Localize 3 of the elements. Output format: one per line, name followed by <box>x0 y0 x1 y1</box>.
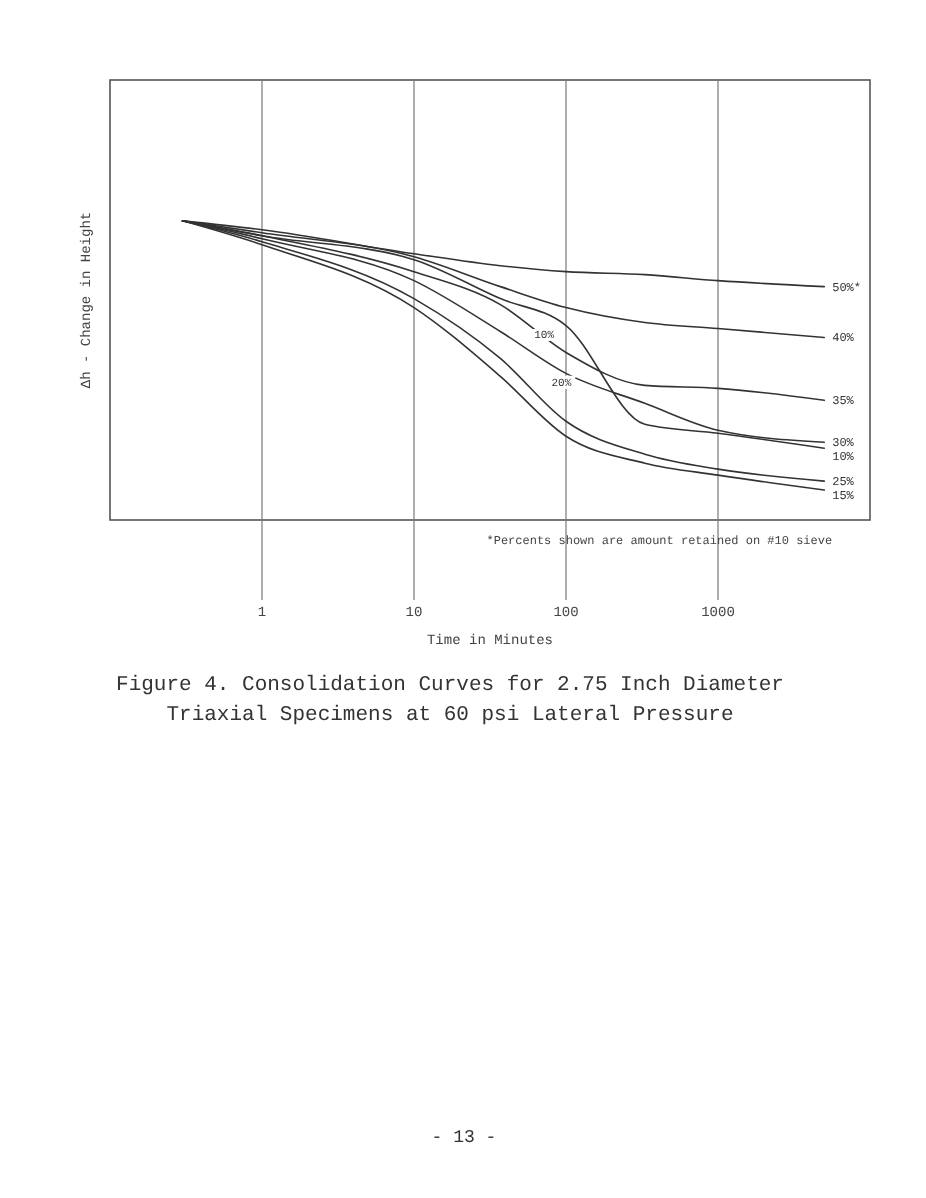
text: Figure 4. Consolidation Curves for 2.75 Inch Diameter <box>116 674 784 698</box>
text: - 13 - <box>431 1128 497 1148</box>
text: Triaxial Specimens at 60 psi Lateral Pressure <box>166 704 734 728</box>
